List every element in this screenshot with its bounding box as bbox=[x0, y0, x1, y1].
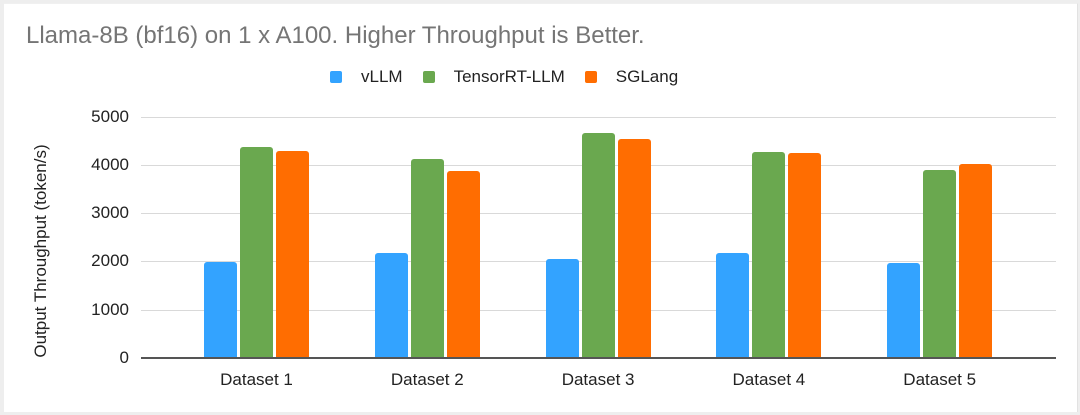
x-tick-label: Dataset 5 bbox=[903, 370, 977, 389]
bar-sglang-3[interactable] bbox=[617, 139, 651, 358]
legend-item-sglang[interactable]: SGLang bbox=[584, 67, 679, 87]
legend-label-tensorrt-llm: TensorRT-LLM bbox=[453, 67, 565, 86]
y-tick-label: 1000 bbox=[91, 299, 129, 319]
legend-label-vllm: vLLM bbox=[361, 67, 403, 86]
x-axis-line bbox=[141, 356, 1056, 359]
bar-vllm-2[interactable] bbox=[374, 252, 408, 358]
bar-tensorrt-llm-2[interactable] bbox=[410, 158, 444, 358]
chart-legend: vLLM TensorRT-LLM SGLang bbox=[330, 65, 698, 89]
bar-tensorrt-llm-4[interactable] bbox=[752, 151, 786, 358]
legend-swatch-sglang bbox=[584, 71, 597, 83]
bar-vllm-3[interactable] bbox=[545, 259, 579, 358]
legend-item-vllm[interactable]: vLLM bbox=[330, 67, 403, 87]
y-tick-label: 0 bbox=[119, 347, 129, 367]
bar-sglang-2[interactable] bbox=[446, 170, 480, 358]
bar-tensorrt-llm-1[interactable] bbox=[240, 146, 273, 358]
bar-sglang-5[interactable] bbox=[959, 163, 993, 358]
y-tick-label: 2000 bbox=[91, 251, 129, 271]
x-tick-label: Dataset 3 bbox=[561, 370, 635, 389]
legend-label-sglang: SGLang bbox=[615, 67, 679, 86]
bar-sglang-4[interactable] bbox=[788, 153, 822, 358]
gridline bbox=[141, 117, 1056, 118]
y-tick-label: 5000 bbox=[91, 107, 129, 126]
x-tick-label: Dataset 4 bbox=[732, 370, 806, 389]
chart-title: Llama-8B (bf16) on 1 x A100. Higher Thro… bbox=[26, 22, 645, 49]
y-tick-label: 4000 bbox=[91, 155, 129, 175]
bar-vllm-5[interactable] bbox=[887, 263, 921, 358]
y-tick-label: 3000 bbox=[91, 203, 129, 223]
bar-tensorrt-llm-5[interactable] bbox=[923, 169, 957, 358]
bar-vllm-4[interactable] bbox=[716, 252, 750, 358]
x-tick-label: Dataset 1 bbox=[220, 370, 293, 389]
bar-sglang-1[interactable] bbox=[276, 151, 309, 358]
bar-tensorrt-llm-3[interactable] bbox=[581, 133, 615, 358]
legend-item-tensorrt-llm[interactable]: TensorRT-LLM bbox=[422, 67, 565, 87]
x-tick-label: Dataset 2 bbox=[390, 370, 464, 389]
bar-vllm-1[interactable] bbox=[204, 261, 237, 358]
legend-swatch-vllm bbox=[330, 71, 342, 83]
legend-swatch-tensorrt-llm bbox=[422, 71, 435, 83]
